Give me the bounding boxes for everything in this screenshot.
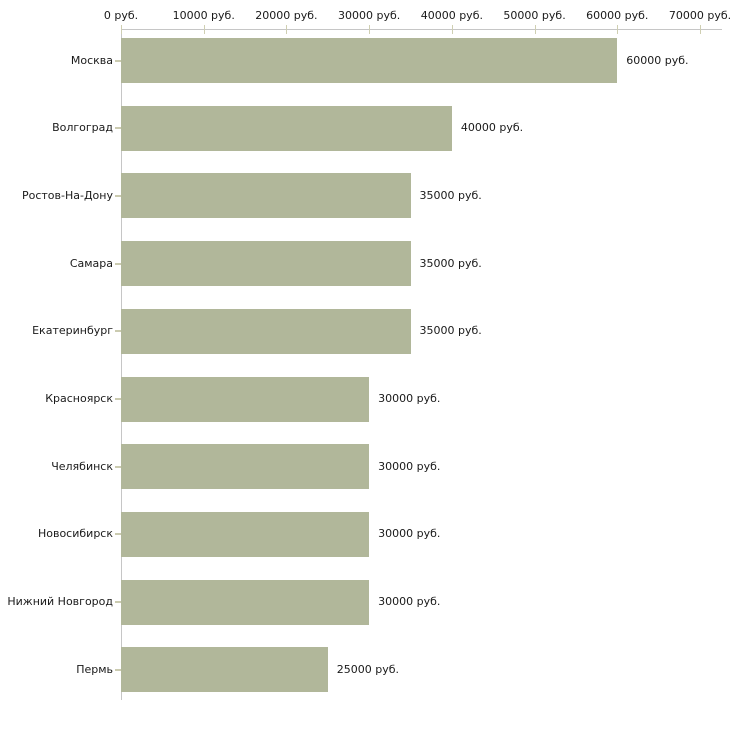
x-axis-tick-label: 40000 руб. bbox=[420, 9, 483, 22]
y-axis-tick bbox=[115, 601, 121, 604]
bar-value-label: 30000 руб. bbox=[378, 392, 441, 405]
x-axis-tick-label: 70000 руб. bbox=[668, 9, 730, 22]
x-axis-tick-label: 60000 руб. bbox=[586, 9, 649, 22]
y-axis-tick bbox=[115, 59, 121, 62]
bar-value-label: 35000 руб. bbox=[419, 188, 482, 202]
x-axis-tick bbox=[534, 25, 536, 34]
x-axis-tick-label: 50000 руб. bbox=[503, 9, 566, 22]
bar-4 bbox=[121, 241, 411, 287]
y-axis-tick bbox=[115, 465, 121, 468]
bar-6 bbox=[121, 376, 370, 422]
bar-1 bbox=[121, 38, 618, 83]
y-axis-category-label: Ростов-На-Дону bbox=[21, 188, 113, 202]
y-axis-tick bbox=[115, 194, 121, 197]
x-axis-tick bbox=[203, 25, 205, 34]
x-axis-tick-label: 20000 руб. bbox=[255, 9, 318, 22]
bar-5 bbox=[121, 308, 411, 354]
y-axis-tick bbox=[115, 668, 121, 671]
y-axis-category-label: Пермь bbox=[76, 662, 113, 676]
y-axis-tick bbox=[115, 330, 121, 333]
y-axis-tick bbox=[115, 262, 121, 265]
x-axis-tick bbox=[700, 25, 701, 34]
bar-value-label: 35000 руб. bbox=[419, 324, 482, 338]
y-axis-tick bbox=[115, 533, 121, 536]
bar-value-label: 30000 руб. bbox=[378, 459, 441, 473]
bar-7 bbox=[121, 444, 370, 490]
y-axis-category-label: Волгоград bbox=[52, 121, 113, 135]
y-axis-tick bbox=[115, 398, 121, 400]
bar-value-label: 30000 руб. bbox=[378, 595, 441, 609]
y-axis-category-label: Челябинск bbox=[51, 459, 113, 473]
y-axis-category-label: Москва bbox=[70, 53, 113, 67]
y-axis-tick bbox=[115, 127, 121, 130]
y-axis-category-label: Екатеринбург bbox=[32, 324, 113, 338]
bar-value-label: 40000 руб. bbox=[460, 121, 524, 135]
x-axis-tick bbox=[451, 25, 453, 34]
x-axis-tick bbox=[617, 25, 619, 34]
bar-value-label: 25000 руб. bbox=[336, 662, 400, 676]
y-axis-category-label: Нижний Новгород bbox=[7, 595, 113, 609]
x-axis-tick-label: 30000 руб. bbox=[338, 9, 401, 22]
x-axis-line bbox=[121, 29, 722, 30]
y-axis-category-label: Красноярск bbox=[45, 392, 113, 405]
bar-8 bbox=[121, 511, 370, 557]
x-axis-tick bbox=[286, 25, 288, 34]
x-axis-tick-label: 10000 руб. bbox=[172, 9, 235, 22]
bar-9 bbox=[121, 579, 370, 625]
bar-value-label: 35000 руб. bbox=[419, 256, 482, 270]
bar-3 bbox=[121, 173, 411, 219]
y-axis-line bbox=[121, 29, 122, 700]
bar-10 bbox=[121, 647, 328, 693]
bar-2 bbox=[121, 105, 452, 151]
bar-value-label: 30000 руб. bbox=[378, 527, 441, 541]
bar-value-label: 60000 руб. bbox=[626, 53, 689, 67]
y-axis-category-label: Новосибирск bbox=[37, 527, 113, 541]
x-axis-tick bbox=[369, 25, 371, 34]
x-axis-tick bbox=[121, 25, 122, 34]
y-axis-category-label: Самара bbox=[69, 256, 113, 270]
x-axis-tick-label: 0 руб. bbox=[103, 9, 139, 22]
